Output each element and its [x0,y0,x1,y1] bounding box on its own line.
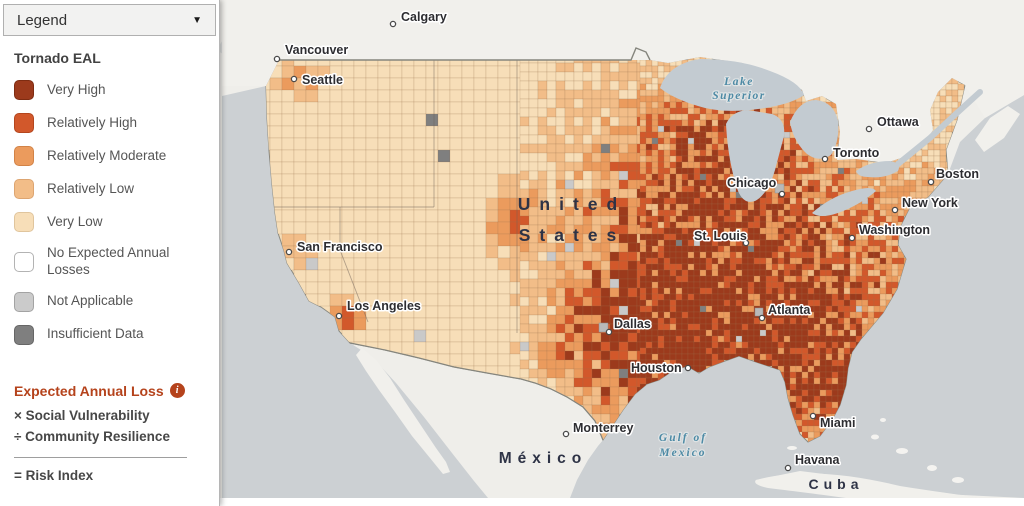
legend-item-label: Very Low [47,213,103,229]
legend-layer-title: Tornado EAL [14,50,101,66]
legend-items: Very High Relatively High Relatively Moder… [14,80,209,345]
formula-risk-index: = Risk Index [14,467,94,483]
city-marker-toronto [821,155,829,163]
formula-social-vulnerability: × Social Vulnerability [14,407,150,423]
city-label-ottawa: Ottawa [877,115,920,129]
city-marker-calgary [389,20,397,28]
legend-swatch [14,113,34,133]
region-label-united-states: United [518,194,626,214]
region-label-mexico: México [499,450,588,467]
legend-panel: Legend ▼ Tornado EAL Very High Relatively… [0,0,220,506]
water-label-gulf-of-mexico: Mexico [658,447,706,459]
legend-item-6: Not Applicable [14,291,209,312]
city-label-havana: Havana [795,453,841,467]
city-marker-new-york [891,206,899,214]
legend-swatch [14,80,34,100]
water-label-gulf-of-mexico: Gulf of [659,432,707,444]
city-marker-ottawa [865,125,873,133]
legend-item-label: Relatively Moderate [47,147,167,163]
legend-swatch [14,251,34,272]
legend-item-3: Relatively Low [14,179,209,199]
city-marker-monterrey [562,430,570,438]
legend-item-2: Relatively Moderate [14,146,209,166]
legend-item-1: Relatively High [14,113,209,133]
legend-swatch [14,212,34,232]
city-marker-vancouver [273,55,281,63]
city-marker-washington [848,234,856,242]
city-label-vancouver: Vancouver [285,43,348,57]
city-label-miami: Miami [820,416,855,430]
risk-formula: Expected Annual Loss i × Social Vulnerab… [14,383,209,487]
city-marker-seattle [290,75,298,83]
city-marker-miami [809,412,817,420]
legend-item-7: Insufficient Data [14,324,209,345]
legend-item-label: Insufficient Data [47,326,144,342]
legend-item-label: Relatively Low [47,180,135,196]
legend-item-5: No Expected Annual Losses [14,245,209,279]
city-marker-houston [684,364,692,372]
city-marker-dallas [605,328,613,336]
city-marker-chicago [778,190,786,198]
legend-swatch [14,324,34,345]
formula-divider [14,456,187,458]
city-label-chicago: Chicago [727,176,777,190]
formula-eal-label: Expected Annual Loss [14,382,164,399]
city-marker-san-francisco [285,248,293,256]
city-marker-havana [784,464,792,472]
info-icon[interactable]: i [169,383,185,399]
city-marker-atlanta [758,314,766,322]
water-label-lake-superior: Superior [712,90,766,102]
legend-header-label: Legend [17,11,68,29]
city-label-boston: Boston [936,167,979,181]
city-marker-st-louis [742,239,750,247]
chevron-down-icon[interactable]: ▼ [192,14,202,26]
city-label-new-york: New York [902,196,958,210]
legend-item-4: Very Low [14,212,209,232]
legend-swatch [14,291,34,312]
city-label-san-francisco: San Francisco [297,240,383,254]
region-label-united-states: States [519,225,626,245]
city-label-toronto: Toronto [833,146,880,160]
legend-item-label: Relatively High [47,114,138,130]
legend-swatch [14,179,34,199]
city-label-washington: Washington [859,223,930,237]
legend-swatch [14,146,34,166]
legend-item-label: Very High [47,81,106,97]
city-label-atlanta: Atlanta [768,303,811,317]
legend-collapse-header[interactable]: Legend ▼ [3,4,216,36]
water-label-lake-superior: Lake [723,76,754,88]
legend-item-label: No Expected Annual Losses [47,245,170,277]
city-label-monterrey: Monterrey [573,421,633,435]
city-label-los-angeles: Los Angeles [347,299,421,313]
legend-item-0: Very High [14,80,209,100]
region-label-cuba: Cuba [809,476,864,492]
city-label-seattle: Seattle [302,73,343,87]
formula-community-resilience: ÷ Community Resilience [14,428,170,444]
city-label-st-louis: St. Louis [694,229,747,243]
city-label-dallas: Dallas [614,317,651,331]
city-label-calgary: Calgary [401,10,447,24]
legend-body: Tornado EAL Very High Relatively High Rela… [0,36,219,487]
city-marker-boston [927,178,935,186]
city-label-houston: Houston [631,361,682,375]
legend-item-label: Not Applicable [47,293,134,309]
city-marker-los-angeles [335,312,343,320]
